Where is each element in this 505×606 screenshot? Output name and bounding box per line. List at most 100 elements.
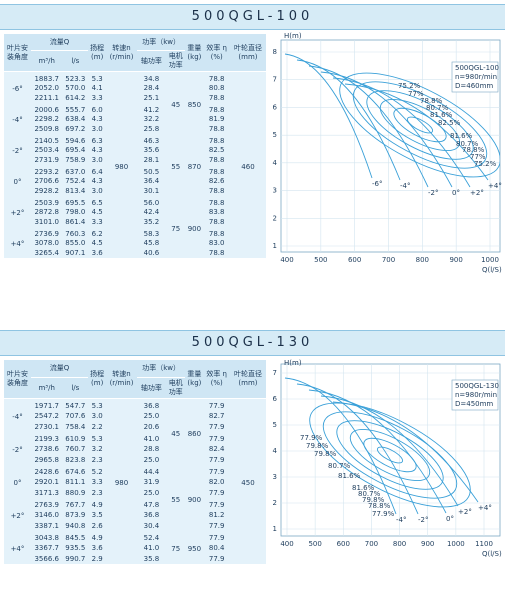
data-row: 3146.0 873.9 3.5 36.8 81.2 <box>4 509 266 520</box>
cell: 82.5 <box>208 146 225 154</box>
y-tick-label: 1 <box>273 242 277 250</box>
cell: 2928.2 <box>34 187 59 195</box>
efficiency-label: 82.5% <box>438 119 461 127</box>
y-axis-label: H(m) <box>284 32 302 40</box>
table: 叶片安 装角度 流量Q 扬程 (m) 转速n (r/min) 功率（kw） 重量 (kg)… <box>4 34 266 258</box>
cell: 36.8 <box>143 402 160 410</box>
cell: 907.1 <box>65 249 86 257</box>
cell: 55 <box>171 495 181 504</box>
cell: 594.6 <box>65 137 86 145</box>
efficiency-contour <box>376 446 404 464</box>
cell: 2503.9 <box>34 199 59 207</box>
cell: 980 <box>114 479 129 487</box>
cell: 707.6 <box>65 411 86 420</box>
cell: -2° <box>12 446 23 454</box>
cell: 450 <box>241 479 255 487</box>
cell: 3.0 <box>91 156 103 164</box>
x-tick-label: 1000 <box>447 540 465 548</box>
cell: 35.6 <box>143 146 160 154</box>
header-cell: 效率 η (%) <box>203 34 230 72</box>
header-cell: 叶轮直径 (mm) <box>229 360 266 399</box>
section-title: 500QGL-100 <box>0 4 505 30</box>
cell: 555.7 <box>65 106 86 114</box>
y-tick-label: 5 <box>273 131 277 139</box>
cell: 6.2 <box>91 230 103 238</box>
x-tick-label: 600 <box>348 256 361 264</box>
x-tick-label: 600 <box>337 540 350 548</box>
cell: 460 <box>241 162 255 171</box>
legend-text: n=980r/min <box>455 73 497 81</box>
cell: 52.4 <box>143 534 160 542</box>
cell: 760.3 <box>65 230 86 238</box>
y-axis-label: H(m) <box>284 359 302 367</box>
data-row: -4° 1971.7 547.7 5.3 980 36.8 45 860 77.9 450 <box>4 399 266 487</box>
cell: 44.4 <box>143 468 160 476</box>
angle-label: -2° <box>428 189 438 197</box>
efficiency-label: 77.9% <box>372 510 395 518</box>
spec-table: 叶片安 装角度 流量Q 扬程 (m) 转速n (r/min) 功率（kw） 重量 (kg)… <box>4 34 266 258</box>
efficiency-contour <box>309 402 471 508</box>
x-tick-label: 1000 <box>481 256 499 264</box>
head-curve <box>344 83 489 181</box>
header-cell: l/s <box>62 50 89 72</box>
header-cell: l/s <box>62 377 89 399</box>
data-row: -6° 1883.7 523.3 5.3 980 34.8 45 850 78.8 460 <box>4 72 266 171</box>
cell: 752.4 <box>65 177 86 185</box>
x-tick-label: 500 <box>314 256 327 264</box>
legend-text: D=450mm <box>455 400 493 408</box>
y-tick-label: 1 <box>273 525 277 533</box>
cell: 4.9 <box>91 501 103 509</box>
cell: 0° <box>13 479 22 487</box>
x-tick-label: 800 <box>416 256 429 264</box>
cell: 6.5 <box>91 199 103 207</box>
cell: 861.4 <box>65 218 86 226</box>
cell: 850 <box>187 100 202 109</box>
data-row: 3367.7 935.5 3.6 41.0 80.4 <box>4 542 266 553</box>
cell: 2763.9 <box>34 501 59 509</box>
cell: 80.4 <box>208 543 225 552</box>
x-tick-label: 900 <box>449 256 462 264</box>
data-row: +4° 2736.9 760.3 6.2 58.3 78.8 <box>4 227 266 248</box>
data-row: 2730.1 758.4 2.2 20.6 77.9 <box>4 421 266 432</box>
cell: 81.2 <box>208 510 225 519</box>
cell: 760.7 <box>65 444 86 453</box>
x-axis-label: Q(l/S) <box>482 550 502 558</box>
y-tick-label: 6 <box>273 395 278 403</box>
efficiency-label: 77% <box>470 153 486 161</box>
data-row: 2298.2 638.4 4.3 32.2 81.9 <box>4 114 266 124</box>
header-cell: 电机 功率 <box>165 377 186 399</box>
cell: 78.8 <box>208 94 225 102</box>
cell: 614.2 <box>65 94 86 102</box>
cell: 2731.9 <box>34 156 59 164</box>
table: 叶片安 装角度 流量Q 扬程 (m) 转速n (r/min) 功率（kw） 重量 (kg)… <box>4 360 266 564</box>
cell: 2706.6 <box>34 177 59 185</box>
y-tick-label: 7 <box>273 76 277 84</box>
data-row: 2920.1 811.1 3.3 31.9 82.0 <box>4 476 266 487</box>
cell: 78.8 <box>208 218 225 226</box>
data-row: 3078.0 855.0 4.5 45.8 83.0 <box>4 238 266 248</box>
cell: 900 <box>187 224 202 233</box>
cell: 935.5 <box>65 543 86 552</box>
cell: 2.6 <box>91 521 103 530</box>
efficiency-label: 81.6% <box>430 111 453 119</box>
cell: 3.0 <box>91 125 103 133</box>
cell: 77.9 <box>208 402 225 410</box>
data-row: 3171.3 880.9 2.3 25.0 77.9 <box>4 487 266 498</box>
cell: 2199.3 <box>34 435 59 443</box>
cell: 3387.1 <box>34 521 59 530</box>
efficiency-label: 81.6% <box>450 132 473 140</box>
cell: 32.2 <box>143 115 160 123</box>
data-row: 2509.8 697.2 3.0 25.8 78.8 <box>4 124 266 134</box>
cell: 56.0 <box>143 199 160 207</box>
cell: 3.3 <box>91 218 103 226</box>
header-cell: 功率（kw） <box>136 34 186 51</box>
x-tick-label: 700 <box>365 540 378 548</box>
cell: 41.0 <box>143 543 160 552</box>
data-row: +2° 2503.9 695.5 6.5 56.0 75 900 78.8 <box>4 196 266 233</box>
data-row: 2928.2 813.4 3.0 30.1 78.8 <box>4 186 266 196</box>
head-curve <box>308 389 447 514</box>
cell: 5.3 <box>91 75 103 83</box>
cell: 823.8 <box>65 455 86 464</box>
cell: 950 <box>187 545 202 553</box>
cell: 610.9 <box>65 435 86 443</box>
